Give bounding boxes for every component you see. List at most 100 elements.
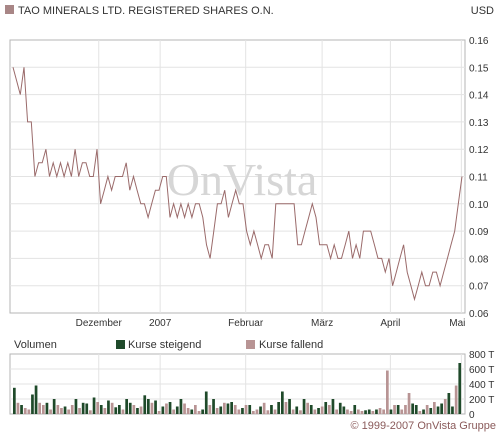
volume-bar [38, 402, 41, 415]
volume-bar [118, 405, 121, 414]
price-y-tick-label: 0.08 [469, 254, 489, 265]
price-x-tick-label: März [311, 318, 333, 329]
volume-bar [324, 402, 328, 414]
volume-bar [96, 402, 99, 414]
volume-bar [309, 405, 313, 414]
volume-bar [157, 411, 161, 414]
volume-y-tick-label: 600 T [469, 365, 494, 376]
volume-bar [414, 405, 418, 414]
chart-title: TAO MINERALS LTD. REGISTERED SHARES O.N. [18, 5, 274, 17]
volume-bar [302, 399, 306, 414]
volume-bar [443, 399, 447, 414]
copyright-footer: © 1999-2007 OnVista Gruppe [351, 420, 497, 432]
volume-bar [81, 402, 85, 415]
price-y-tick-label: 0.07 [469, 282, 489, 293]
volume-bar [99, 405, 103, 414]
price-x-tick-label: Februar [228, 318, 264, 329]
volume-bar [270, 405, 273, 414]
volume-bar [78, 408, 81, 414]
price-y-tick-label: 0.14 [469, 91, 489, 102]
volume-bar [154, 400, 157, 414]
volume-bar [121, 409, 125, 414]
watermark: OnVista [167, 154, 318, 205]
volume-bar [219, 406, 223, 414]
volume-bar [241, 408, 244, 414]
volume-bar [197, 411, 201, 414]
legend-rising-label: Kurse steigend [128, 339, 201, 351]
volume-bar [252, 411, 255, 414]
volume-bar [346, 409, 349, 414]
volume-bar [201, 409, 204, 414]
volume-bar [357, 409, 360, 414]
volume-bar [320, 406, 324, 414]
volume-bar [429, 408, 433, 414]
volume-bar [404, 405, 407, 414]
volume-bar [295, 406, 299, 414]
volume-bar [179, 399, 183, 414]
volume-bar [147, 399, 150, 414]
volume-bar [27, 409, 31, 414]
volume-bar [313, 409, 317, 414]
volume-y-tick-label: 400 T [469, 380, 494, 391]
volume-bar [20, 405, 23, 414]
price-legend-swatch [5, 5, 14, 14]
volume-bar [259, 406, 262, 414]
volume-bar [284, 402, 288, 414]
volume-bar [128, 402, 132, 415]
volume-bar [360, 411, 364, 414]
legend-falling-swatch [246, 340, 255, 349]
volume-bar [451, 406, 454, 414]
volume-bar [60, 408, 63, 414]
volume-bar [299, 410, 302, 415]
volume-bar [422, 409, 425, 414]
volume-bar [375, 409, 378, 414]
price-x-tick-label: 2007 [149, 318, 172, 329]
volume-bar [328, 405, 331, 414]
volume-bar [458, 363, 462, 414]
volume-bar [440, 403, 443, 414]
volume-bar [331, 399, 335, 414]
volume-bar [215, 408, 219, 414]
volume-bar [389, 409, 393, 414]
volume-bar [262, 402, 266, 415]
volume-bar [237, 409, 241, 414]
volume-bar [70, 405, 74, 414]
volume-bar [161, 406, 165, 414]
volume-bar [233, 405, 237, 414]
volume-bar [168, 402, 172, 414]
volume-bar [248, 405, 252, 414]
volume-bar [45, 402, 49, 415]
volume-bar [42, 405, 45, 414]
volume-bar [223, 402, 226, 415]
volume-bar [165, 403, 168, 414]
price-y-tick-label: 0.16 [469, 36, 489, 47]
volume-bar [194, 405, 197, 414]
volume-bar [342, 406, 346, 414]
volume-bar [172, 409, 175, 414]
volume-bar [386, 370, 389, 414]
volume-bar [92, 397, 96, 414]
volume-bar [255, 409, 259, 414]
price-x-tick-label: Mai [449, 318, 465, 329]
volume-bar [103, 408, 107, 414]
volume-bar [89, 410, 92, 415]
volume-bar [16, 402, 20, 415]
volume-bar [143, 395, 147, 415]
volume-bar [338, 402, 342, 415]
volume-bar [306, 402, 309, 415]
volume-bar [288, 399, 291, 414]
volume-bar [13, 387, 16, 415]
volume-bar [371, 411, 375, 414]
volume-bar [74, 399, 78, 414]
volume-bar [23, 408, 27, 414]
price-x-tick-label: April [380, 318, 400, 329]
price-y-tick-label: 0.13 [469, 118, 489, 129]
volume-bar [52, 399, 56, 414]
price-y-tick-label: 0.06 [469, 309, 489, 320]
volume-bar [230, 402, 233, 414]
volume-bar [244, 405, 248, 414]
volume-bar [291, 409, 295, 414]
volume-bar [382, 409, 385, 414]
volume-bar [110, 402, 114, 415]
volume-bar [411, 403, 414, 414]
